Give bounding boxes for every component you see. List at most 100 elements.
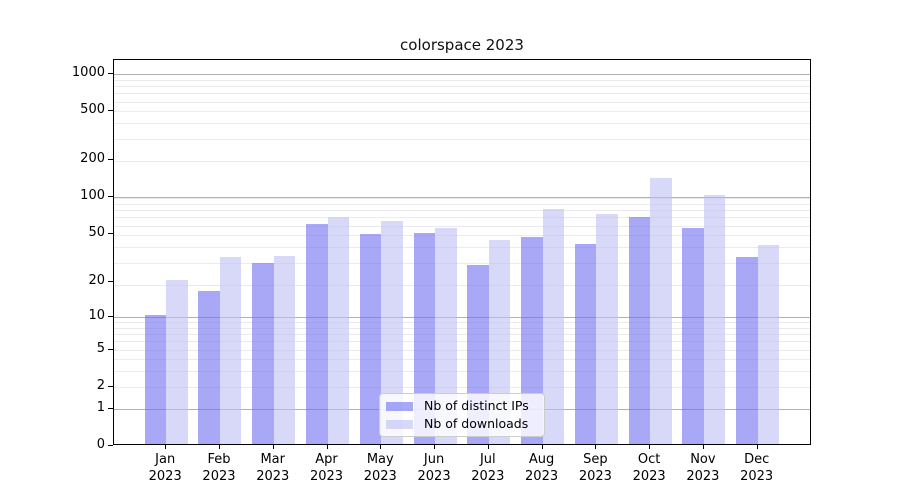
- x-tick-mark: [165, 445, 167, 449]
- legend-item: Nb of downloads: [386, 416, 537, 432]
- bar-downloads: [757, 245, 780, 444]
- x-label-year: 2023: [148, 469, 182, 484]
- gridline-minor: [114, 79, 810, 81]
- legend-label-distinct-ips: Nb of distinct IPs: [424, 398, 529, 413]
- gridline-major: [114, 316, 810, 318]
- x-label-year: 2023: [202, 469, 236, 484]
- x-label-month: Jul: [479, 452, 496, 467]
- x-label-year: 2023: [417, 469, 451, 484]
- bar-distinct-ips: [306, 224, 328, 444]
- x-tick-mark: [272, 445, 274, 449]
- x-label-year: 2023: [578, 469, 612, 484]
- chart-title: colorspace 2023: [400, 36, 524, 54]
- y-tick-label: 5: [96, 340, 105, 356]
- x-tick-label: Nov 2023: [675, 451, 731, 485]
- x-label-month: Oct: [637, 452, 661, 467]
- x-tick-label: Aug 2023: [514, 451, 570, 485]
- x-tick-label: Jan 2023: [137, 451, 193, 485]
- x-label-month: Jan: [155, 452, 176, 467]
- legend-label-downloads: Nb of downloads: [424, 416, 529, 431]
- gridline-minor: [114, 341, 810, 343]
- gridline-minor: [114, 262, 810, 264]
- plot-area: [113, 59, 811, 445]
- gridline-major: [114, 197, 810, 199]
- x-label-month: Mar: [260, 452, 285, 467]
- x-tick-mark: [702, 445, 704, 449]
- gridline-minor: [114, 371, 810, 373]
- bar-distinct-ips: [252, 262, 274, 444]
- x-tick-label: Dec 2023: [729, 451, 785, 485]
- x-label-month: Jun: [423, 452, 445, 467]
- gridline-minor: [114, 334, 810, 336]
- x-label-year: 2023: [471, 469, 505, 484]
- y-tick-label: 1000: [71, 64, 105, 80]
- bar-distinct-ips: [198, 291, 220, 444]
- x-label-year: 2023: [740, 469, 774, 484]
- y-tick-mark: [108, 281, 113, 283]
- gridline-major: [114, 73, 810, 75]
- x-label-year: 2023: [309, 469, 344, 484]
- gridline-minor: [114, 101, 810, 103]
- y-tick-mark: [108, 72, 113, 74]
- x-tick-label: Mar 2023: [245, 451, 301, 485]
- y-tick-mark: [108, 233, 113, 235]
- bar-downloads: [596, 213, 618, 444]
- y-tick-mark: [108, 348, 113, 350]
- x-label-year: 2023: [363, 469, 397, 484]
- y-tick-label: 100: [80, 188, 105, 204]
- bar-downloads: [219, 257, 242, 444]
- bar-distinct-ips: [682, 228, 704, 444]
- bar-distinct-ips: [413, 233, 436, 444]
- y-tick-label: 0: [96, 437, 105, 452]
- x-tick-mark: [434, 445, 436, 449]
- x-label-month: Aug: [528, 452, 555, 467]
- bar-downloads: [327, 216, 349, 444]
- y-tick-mark: [108, 315, 113, 317]
- y-tick-mark: [108, 110, 113, 112]
- gridline-minor: [114, 235, 810, 237]
- x-tick-mark: [380, 445, 382, 449]
- y-tick-label: 10: [88, 307, 105, 323]
- x-tick-label: Apr 2023: [299, 451, 355, 485]
- x-label-month: May: [366, 452, 394, 467]
- y-tick-mark: [108, 445, 113, 446]
- gridline-minor: [114, 247, 810, 249]
- y-tick-label: 1: [96, 399, 105, 415]
- x-label-month: Feb: [207, 452, 231, 467]
- gridline-minor: [114, 217, 810, 219]
- gridline-minor: [114, 123, 810, 125]
- bar-downloads: [435, 228, 457, 444]
- x-tick-mark: [541, 445, 543, 449]
- x-tick-label: Jul 2023: [460, 451, 516, 485]
- x-label-year: 2023: [525, 469, 559, 484]
- x-tick-label: May 2023: [352, 451, 408, 485]
- x-tick-label: Oct 2023: [621, 451, 677, 485]
- bar-distinct-ips: [521, 236, 543, 444]
- x-label-year: 2023: [632, 469, 666, 484]
- gridline-minor: [114, 327, 810, 329]
- x-tick-label: Sep 2023: [567, 451, 623, 485]
- bar-distinct-ips: [628, 216, 651, 444]
- bar-downloads: [381, 220, 403, 444]
- gridline-minor: [114, 86, 810, 88]
- x-tick-mark: [756, 445, 758, 449]
- bar-distinct-ips: [574, 244, 597, 444]
- y-tick-label: 500: [80, 102, 105, 118]
- x-label-year: 2023: [256, 469, 290, 484]
- y-tick-mark: [108, 385, 113, 387]
- gridline-minor: [114, 138, 810, 140]
- bar-downloads: [650, 177, 672, 444]
- gridline-minor: [114, 225, 810, 227]
- x-tick-mark: [649, 445, 651, 449]
- bar-downloads: [273, 255, 296, 444]
- legend-item: Nb of distinct IPs: [386, 398, 537, 414]
- gridline-minor: [114, 210, 810, 212]
- y-tick-label: 2: [96, 377, 105, 393]
- x-tick-label: Feb 2023: [191, 451, 247, 485]
- bar-distinct-ips: [736, 257, 758, 444]
- y-tick-label: 50: [88, 225, 105, 241]
- y-tick-mark: [108, 407, 113, 409]
- x-tick-mark: [595, 445, 597, 449]
- gridline-minor: [114, 284, 810, 286]
